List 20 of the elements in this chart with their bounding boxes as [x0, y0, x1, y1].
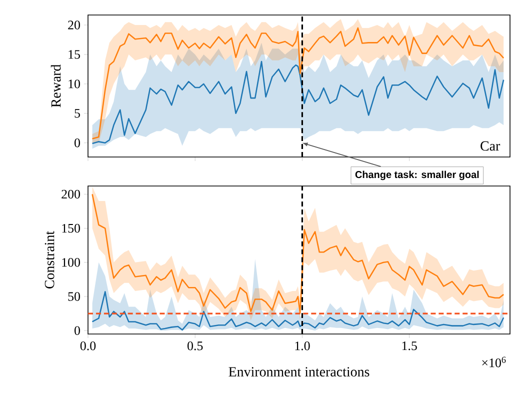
y-tick-label: 200	[62, 190, 80, 199]
y-axis-title: Constraint	[44, 231, 54, 288]
annotation: Change task: smaller goal	[355, 170, 479, 180]
y-axis-title: Reward	[50, 64, 61, 108]
y-tick-label: 10	[68, 80, 80, 88]
y-tick-label: 0	[74, 326, 80, 335]
y-tick-label: 5	[74, 109, 80, 118]
y-tick-label: 0	[74, 138, 80, 148]
y-tick-label: 150	[62, 224, 80, 233]
y-tick-label: 20	[68, 20, 80, 30]
y-tick-label: 15	[68, 50, 80, 59]
x-tick-label: 1.0	[295, 342, 310, 350]
x-axis-title: Environment interactions	[228, 367, 370, 377]
x-tick-label: 0.5	[188, 342, 203, 350]
annotation: Car	[480, 141, 500, 151]
x-tick-label: 1.5	[402, 342, 417, 350]
y-tick-label: 50	[68, 292, 80, 301]
x-tick-label: 0.0	[80, 342, 96, 350]
y-tick-label: 100	[62, 258, 80, 267]
text: ×10$^{6}$	[482, 356, 506, 368]
